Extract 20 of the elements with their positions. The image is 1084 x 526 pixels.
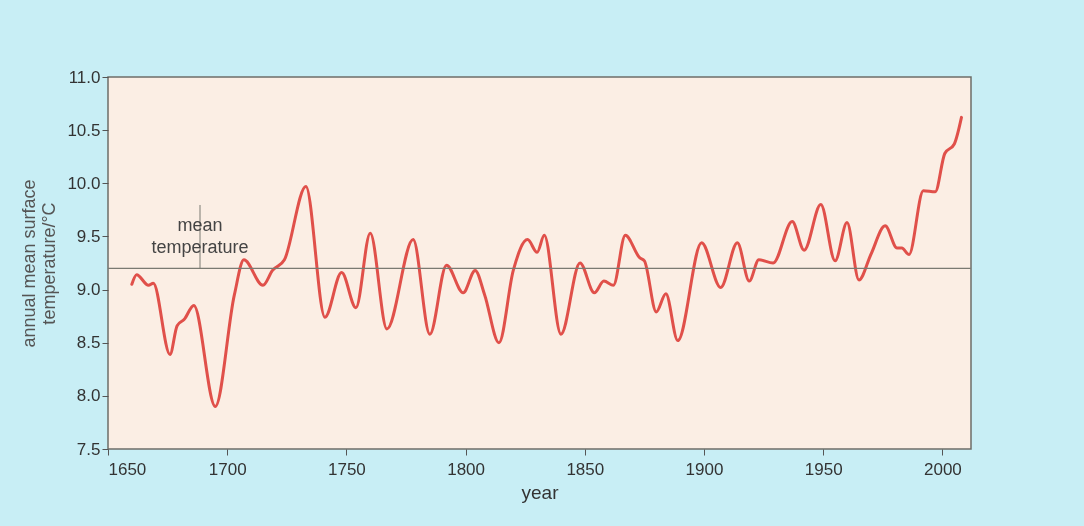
y-tick-label: 11.0 bbox=[68, 67, 101, 87]
line-series bbox=[130, 115, 963, 408]
x-tick-label: 1900 bbox=[685, 459, 724, 479]
x-tick-label: 1800 bbox=[447, 459, 486, 479]
x-tick-label: 1700 bbox=[208, 459, 247, 479]
x-axis-title: year bbox=[521, 481, 560, 503]
y-tick-label: 10.5 bbox=[67, 120, 101, 140]
x-tick-label: 1750 bbox=[327, 459, 366, 479]
y-tick-label: 8.0 bbox=[76, 386, 101, 406]
x-tick-label: 1950 bbox=[804, 459, 843, 479]
y-tick-label: 9.5 bbox=[76, 226, 101, 246]
y-axis-title: annual mean surface temperature/°C bbox=[19, 179, 60, 348]
x-tick-label: 2000 bbox=[923, 459, 962, 479]
y-tick-label: 10.0 bbox=[67, 173, 101, 193]
x-tick-label: 1650 bbox=[108, 459, 147, 479]
y-tick-label: 9.0 bbox=[76, 280, 101, 300]
y-tick-label: 8.5 bbox=[76, 333, 101, 353]
ref-line-label: mean temperature bbox=[151, 215, 249, 258]
y-tick-label: 7.5 bbox=[76, 439, 101, 459]
x-tick-label: 1850 bbox=[566, 459, 605, 479]
